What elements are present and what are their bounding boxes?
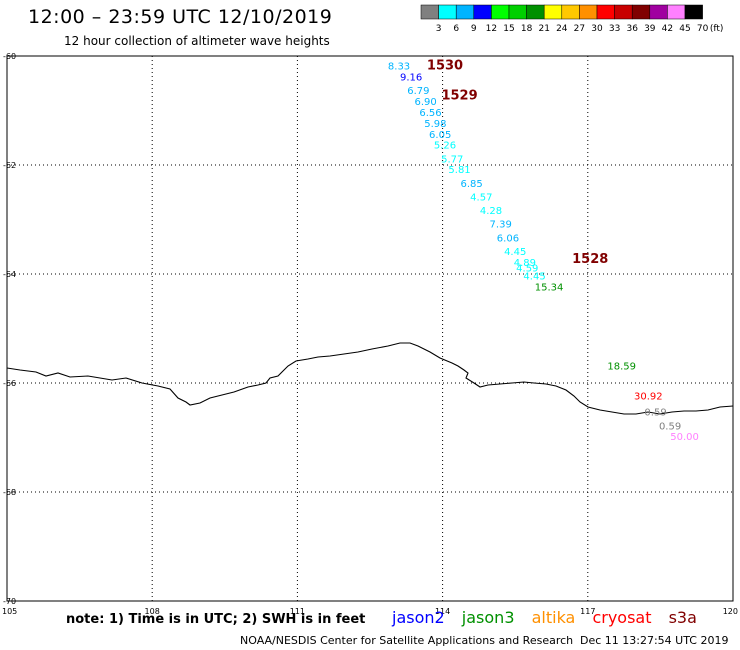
swh-value-label: 4.89 [514, 258, 536, 269]
swh-value-label: 8.33 [388, 62, 410, 73]
x-tick-label: 105 [2, 607, 17, 616]
colorbar-label: 18 [521, 24, 533, 34]
swh-value-label: 6.85 [461, 179, 483, 190]
colorbar-swatch [649, 4, 668, 20]
colorbar-label: 42 [662, 24, 673, 34]
colorbar-swatch [614, 4, 633, 20]
legend-cryosat: cryosat [592, 608, 652, 627]
page-subtitle: 12 hour collection of altimeter wave hei… [64, 34, 330, 48]
swh-value-label: 0.59 [644, 408, 666, 419]
colorbar-swatch [491, 4, 510, 20]
legend-altika: altika [531, 608, 576, 627]
swh-value-label: 50.00 [670, 432, 699, 443]
pass-number-label: 1529 [441, 89, 477, 104]
colorbar-label: 39 [644, 24, 656, 34]
colorbar-label: 27 [574, 24, 585, 34]
swh-value-label: 6.06 [497, 233, 519, 244]
colorbar-label: 9 [471, 24, 477, 34]
swh-value-label: 15.34 [535, 282, 564, 293]
y-tick-label: -60 [3, 52, 16, 61]
y-tick-label: -62 [3, 161, 16, 170]
swh-value-label: 4.45 [504, 247, 526, 258]
colorbar-swatch [561, 4, 580, 20]
pass-number-label: 1530 [427, 59, 463, 74]
page-title: 12:00 – 23:59 UTC 12/10/2019 [28, 6, 333, 28]
legend-jason2: jason2 [392, 608, 445, 627]
colorbar-swatch [455, 4, 475, 20]
x-tick-label: 108 [145, 607, 160, 616]
colorbar-label: 70 [697, 24, 709, 34]
swh-value-label: 6.90 [415, 97, 437, 108]
legend-s3a: s3a [668, 608, 697, 627]
y-tick-label: -64 [3, 270, 16, 279]
swh-value-label: 5.77 [441, 154, 463, 165]
colorbar-swatch [526, 4, 545, 20]
swh-value-label: 4.59 [516, 263, 538, 274]
colorbar-swatch [508, 4, 527, 20]
swh-value-label: 0.59 [659, 421, 681, 432]
axis-ticks: 105 108 111 114 117 120 -60 -62 -64 -66 -68 -70 [2, 52, 738, 616]
colorbar-unit: (ft) [710, 24, 724, 34]
colorbar-label: 36 [626, 24, 638, 34]
colorbar-swatch [543, 4, 563, 20]
colorbar-label: 21 [538, 24, 549, 34]
colorbar-swatch [667, 4, 686, 20]
swh-value-label: 5.98 [424, 119, 446, 130]
swh-value-label: 30.92 [634, 391, 663, 402]
plot-frame [6, 55, 734, 602]
colorbar-swatch [631, 4, 651, 20]
colorbar-label: 45 [679, 24, 690, 34]
grid-lines [7, 56, 733, 601]
colorbar-swatch [438, 4, 457, 20]
colorbar-swatch [684, 4, 703, 20]
legend-jason3: jason3 [461, 608, 515, 627]
swh-value-label: 7.39 [490, 220, 512, 231]
x-tick-label: 114 [435, 607, 450, 616]
swh-value-label: 9.16 [400, 73, 422, 84]
x-tick-label: 117 [580, 607, 595, 616]
swh-value-label: 4.28 [480, 206, 502, 217]
colorbar-swatch [420, 4, 439, 20]
swh-value-label: 18.59 [607, 361, 636, 372]
y-tick-label: -66 [3, 379, 16, 388]
colorbar-swatch [473, 4, 492, 20]
y-tick-label: -68 [3, 488, 16, 497]
swh-value-label: 6.05 [429, 130, 451, 141]
colorbar-label: 30 [591, 24, 603, 34]
wave-height-marks: 8.339.16 6.796.906.565.986.055.26 5.775.81… [388, 59, 699, 444]
colorbar-label: 12 [486, 24, 497, 34]
colorbar-swatch [596, 4, 615, 20]
swh-value-label: 6.56 [419, 108, 441, 119]
colorbar-label: 33 [609, 24, 620, 34]
colorbar-label: 24 [556, 24, 568, 34]
swh-value-label: 5.81 [448, 165, 470, 176]
swh-value-label: 4.45 [523, 271, 545, 282]
x-tick-label: 111 [290, 607, 305, 616]
footer-timestamp: Dec 11 13:27:54 UTC 2019 [580, 634, 729, 647]
swh-value-label: 6.79 [407, 86, 429, 97]
pass-number-label: 1528 [572, 252, 608, 267]
satellite-legend: jason2 jason3 altika cryosat s3a [392, 608, 709, 627]
swh-value-label: 5.26 [434, 141, 456, 152]
colorbar-swatch [579, 4, 598, 20]
antarctic-coastline [6, 342, 734, 415]
note-text: note: 1) Time is in UTC; 2) SWH is in fe… [66, 612, 366, 627]
x-tick-label: 120 [723, 607, 738, 616]
swh-value-label: 4.57 [470, 192, 492, 203]
footer-credit: NOAA/NESDIS Center for Satellite Applica… [240, 634, 574, 647]
colorbar-label: 3 [436, 24, 442, 34]
y-tick-label: -70 [3, 597, 16, 606]
colorbar-label: 6 [453, 24, 459, 34]
colorbar-label: 15 [503, 24, 514, 34]
colorbar-legend: 3 6 9 12 15 18 21 24 27 30 33 36 39 42 45 70 (ft) [420, 4, 724, 34]
